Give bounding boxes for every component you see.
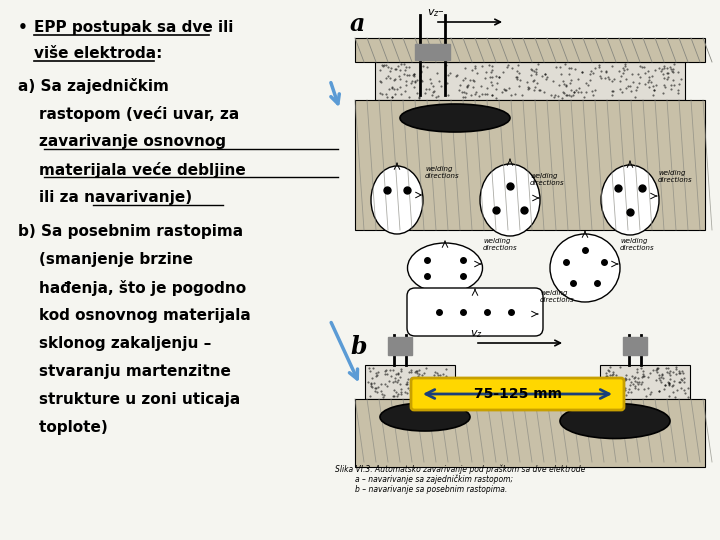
Ellipse shape (601, 165, 659, 235)
Text: kod osnovnog materijala: kod osnovnog materijala (18, 308, 251, 323)
Text: welding
directions: welding directions (620, 238, 654, 251)
Text: $v_z$–: $v_z$– (427, 7, 445, 19)
Text: hađenja, što je pogodno: hađenja, što je pogodno (18, 280, 246, 296)
Text: a – navarivanje sa zajedničkim rastopom;: a – navarivanje sa zajedničkim rastopom; (355, 475, 513, 484)
Text: welding
directions: welding directions (425, 166, 459, 179)
Bar (388, 337, 412, 355)
Bar (355, 399, 705, 467)
Text: stvaranju martenzitne: stvaranju martenzitne (18, 364, 231, 379)
Text: b) Sa posebnim rastopima: b) Sa posebnim rastopima (18, 224, 243, 239)
Bar (375, 62, 685, 100)
Text: više elektroda:: više elektroda: (34, 46, 163, 61)
Text: rastopom (veći uvar, za: rastopom (veći uvar, za (18, 106, 239, 122)
Bar (623, 337, 647, 355)
Ellipse shape (480, 164, 540, 236)
Text: materijala veće debljine: materijala veće debljine (18, 162, 246, 178)
Text: a: a (350, 12, 365, 36)
Bar (365, 365, 455, 399)
FancyBboxPatch shape (407, 288, 543, 336)
Text: Slika VI.3. Automatsko zavarivanje pod praškom sa dve elektrode: Slika VI.3. Automatsko zavarivanje pod p… (335, 464, 585, 474)
Bar (600, 365, 690, 399)
Text: b: b (350, 335, 366, 359)
Ellipse shape (400, 104, 510, 132)
Bar (415, 44, 450, 60)
Text: strukture u zoni uticaja: strukture u zoni uticaja (18, 392, 240, 407)
Text: (smanjenje brzine: (smanjenje brzine (18, 252, 193, 267)
Ellipse shape (371, 166, 423, 234)
Ellipse shape (550, 234, 620, 302)
Text: b – navarivanje sa posebnim rastopima.: b – navarivanje sa posebnim rastopima. (355, 485, 508, 494)
Ellipse shape (560, 403, 670, 438)
Text: welding
directions: welding directions (530, 173, 564, 186)
Bar (355, 38, 705, 62)
FancyBboxPatch shape (411, 378, 624, 410)
Text: ili za navarivanje): ili za navarivanje) (18, 190, 192, 205)
Text: welding
directions: welding directions (483, 238, 518, 251)
Text: •: • (18, 20, 28, 35)
Ellipse shape (380, 403, 470, 431)
Text: $v_z$: $v_z$ (470, 328, 483, 340)
Text: welding
directions: welding directions (658, 170, 693, 183)
Text: a) Sa zajedničkim: a) Sa zajedničkim (18, 78, 169, 94)
Text: EPP postupak sa dve ili: EPP postupak sa dve ili (34, 20, 233, 35)
Text: sklonog zakaljenju –: sklonog zakaljenju – (18, 336, 212, 351)
Ellipse shape (408, 243, 482, 293)
Text: welding
directions: welding directions (540, 290, 575, 303)
Text: toplote): toplote) (18, 420, 108, 435)
Text: 75-125 mm: 75-125 mm (474, 387, 562, 401)
Bar (355, 100, 705, 230)
Text: zavarivanje osnovnog: zavarivanje osnovnog (18, 134, 226, 149)
